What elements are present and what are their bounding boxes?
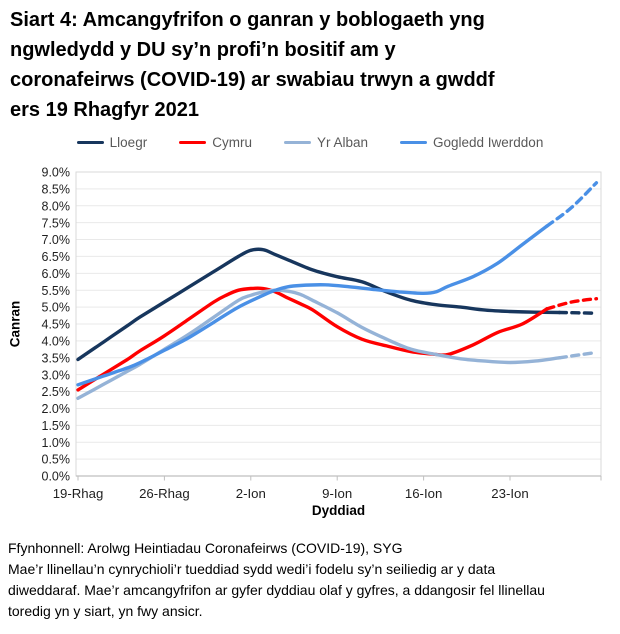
source-text: Ffynhonnell: Arolwg Heintiadau Coronafei…	[8, 540, 403, 556]
series-line-cymru-dashed	[545, 297, 599, 311]
y-tick-label: 6.0%	[42, 267, 71, 281]
legend-swatch-cymru	[179, 140, 207, 145]
legend-label: Gogledd Iwerddon	[433, 135, 544, 150]
legend-item-lloegr: Lloegr	[76, 135, 148, 150]
series-line-lloegr	[76, 247, 562, 362]
y-tick-label: 3.0%	[42, 368, 71, 382]
series-line-cymru	[76, 286, 549, 392]
y-tick-label: 4.5%	[42, 318, 71, 332]
chart-footnote: Ffynhonnell: Arolwg Heintiadau Coronafei…	[8, 538, 613, 622]
y-tick-label: 5.5%	[42, 284, 71, 298]
legend-item-yr-alban: Yr Alban	[283, 135, 368, 150]
legend: Lloegr Cymru Yr Alban Gogledd Iwerddon	[0, 135, 620, 150]
x-tick-label: 16-Ion	[405, 486, 442, 501]
legend-item-cymru: Cymru	[179, 135, 252, 150]
footnote-line: toredig yn y siart, yn fwy ansicr.	[8, 603, 203, 619]
y-tick-label: 0.0%	[42, 470, 71, 484]
y-tick-label: 7.5%	[42, 216, 71, 230]
footnote-line: Mae’r llinellau’n cynrychioli’r tueddiad…	[8, 561, 496, 577]
legend-item-gogledd-iwerddon: Gogledd Iwerddon	[400, 135, 543, 150]
y-tick-label: 0.5%	[42, 453, 71, 467]
legend-swatch-lloegr	[76, 140, 104, 145]
chart-title-line: ngwledydd y DU sy’n profi’n bositif am y	[10, 39, 396, 61]
y-tick-label: 2.5%	[42, 385, 71, 399]
line-chart: 0.0% 0.5% 1.0% 1.5% 2.0% 2.5% 3.0% 3.5% 4.0% 4.5%…	[42, 166, 602, 501]
y-tick-label: 9.0%	[42, 166, 71, 180]
y-tick-label: 4.0%	[42, 334, 71, 348]
y-tick-label: 3.5%	[42, 351, 71, 365]
series-line-gogledd-iwerddon-dashed	[545, 181, 599, 228]
y-tick-label: 1.5%	[42, 419, 71, 433]
series-line-gogledd-iwerddon	[76, 224, 549, 387]
footnote-line: diweddaraf. Mae’r amcangyfrifon ar gyfer…	[8, 582, 545, 598]
series-line-lloegr-dashed	[557, 310, 599, 315]
y-tick-label: 6.5%	[42, 250, 71, 264]
legend-swatch-yr-alban	[283, 140, 311, 145]
chart-title-line: Siart 4: Amcangyfrifon o ganran y boblog…	[10, 9, 485, 31]
y-tick-label: 5.0%	[42, 301, 71, 315]
y-tick-label: 2.0%	[42, 402, 71, 416]
x-tick-label: 23-Ion	[491, 486, 528, 501]
series-line-yr-alban-dashed	[557, 350, 599, 360]
x-tick-label: 9-Ion	[322, 486, 352, 501]
legend-label: Lloegr	[109, 135, 148, 150]
y-tick-label: 8.5%	[42, 182, 71, 196]
legend-label: Cymru	[212, 135, 252, 150]
legend-label: Yr Alban	[316, 135, 368, 150]
chart-title: Siart 4: Amcangyfrifon o ganran y boblog…	[10, 5, 610, 125]
x-tick-label: 19-Rhag	[53, 486, 104, 501]
legend-swatch-gogledd-iwerddon	[400, 140, 427, 145]
chart-title-line: coronafeirws (COVID-19) ar swabiau trwyn…	[10, 69, 495, 91]
chart-title-line: ers 19 Rhagfyr 2021	[10, 99, 200, 121]
x-tick-label: 26-Rhag	[139, 486, 190, 501]
y-tick-label: 8.0%	[42, 199, 71, 213]
y-tick-label: 1.0%	[42, 436, 71, 450]
x-axis-title: Dyddiad	[311, 503, 366, 518]
y-tick-label: 7.0%	[42, 233, 71, 247]
x-tick-label: 2-Ion	[236, 486, 266, 501]
